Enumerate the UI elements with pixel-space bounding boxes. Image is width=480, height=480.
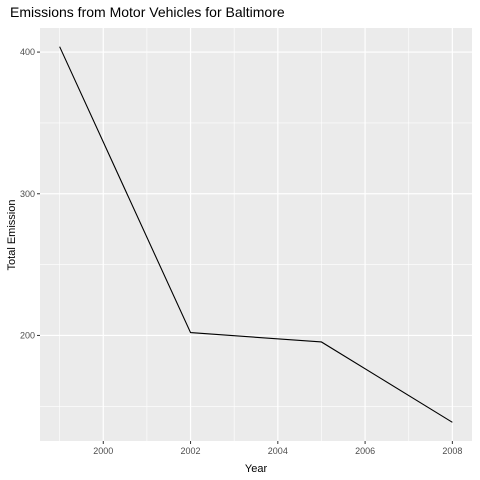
y-axis-title: Total Emission	[6, 200, 18, 271]
x-axis-ticks: 2000 2002 2004 2006 2008	[93, 441, 462, 456]
y-tick-label: 200	[20, 330, 35, 340]
x-tick-label: 2008	[442, 446, 462, 456]
x-tick-label: 2006	[355, 446, 375, 456]
y-tick-label: 400	[20, 47, 35, 57]
plot-panel	[40, 28, 472, 441]
major-gridlines	[40, 28, 472, 441]
x-axis-title: Year	[245, 463, 268, 475]
x-tick-label: 2000	[93, 446, 113, 456]
minor-gridlines	[40, 28, 472, 441]
x-tick-label: 2002	[181, 446, 201, 456]
y-axis-ticks: 200 300 400	[20, 47, 40, 340]
y-tick-label: 300	[20, 189, 35, 199]
chart-title: Emissions from Motor Vehicles for Baltim…	[10, 4, 285, 20]
emission-series-line	[59, 46, 453, 423]
x-tick-label: 2004	[268, 446, 288, 456]
